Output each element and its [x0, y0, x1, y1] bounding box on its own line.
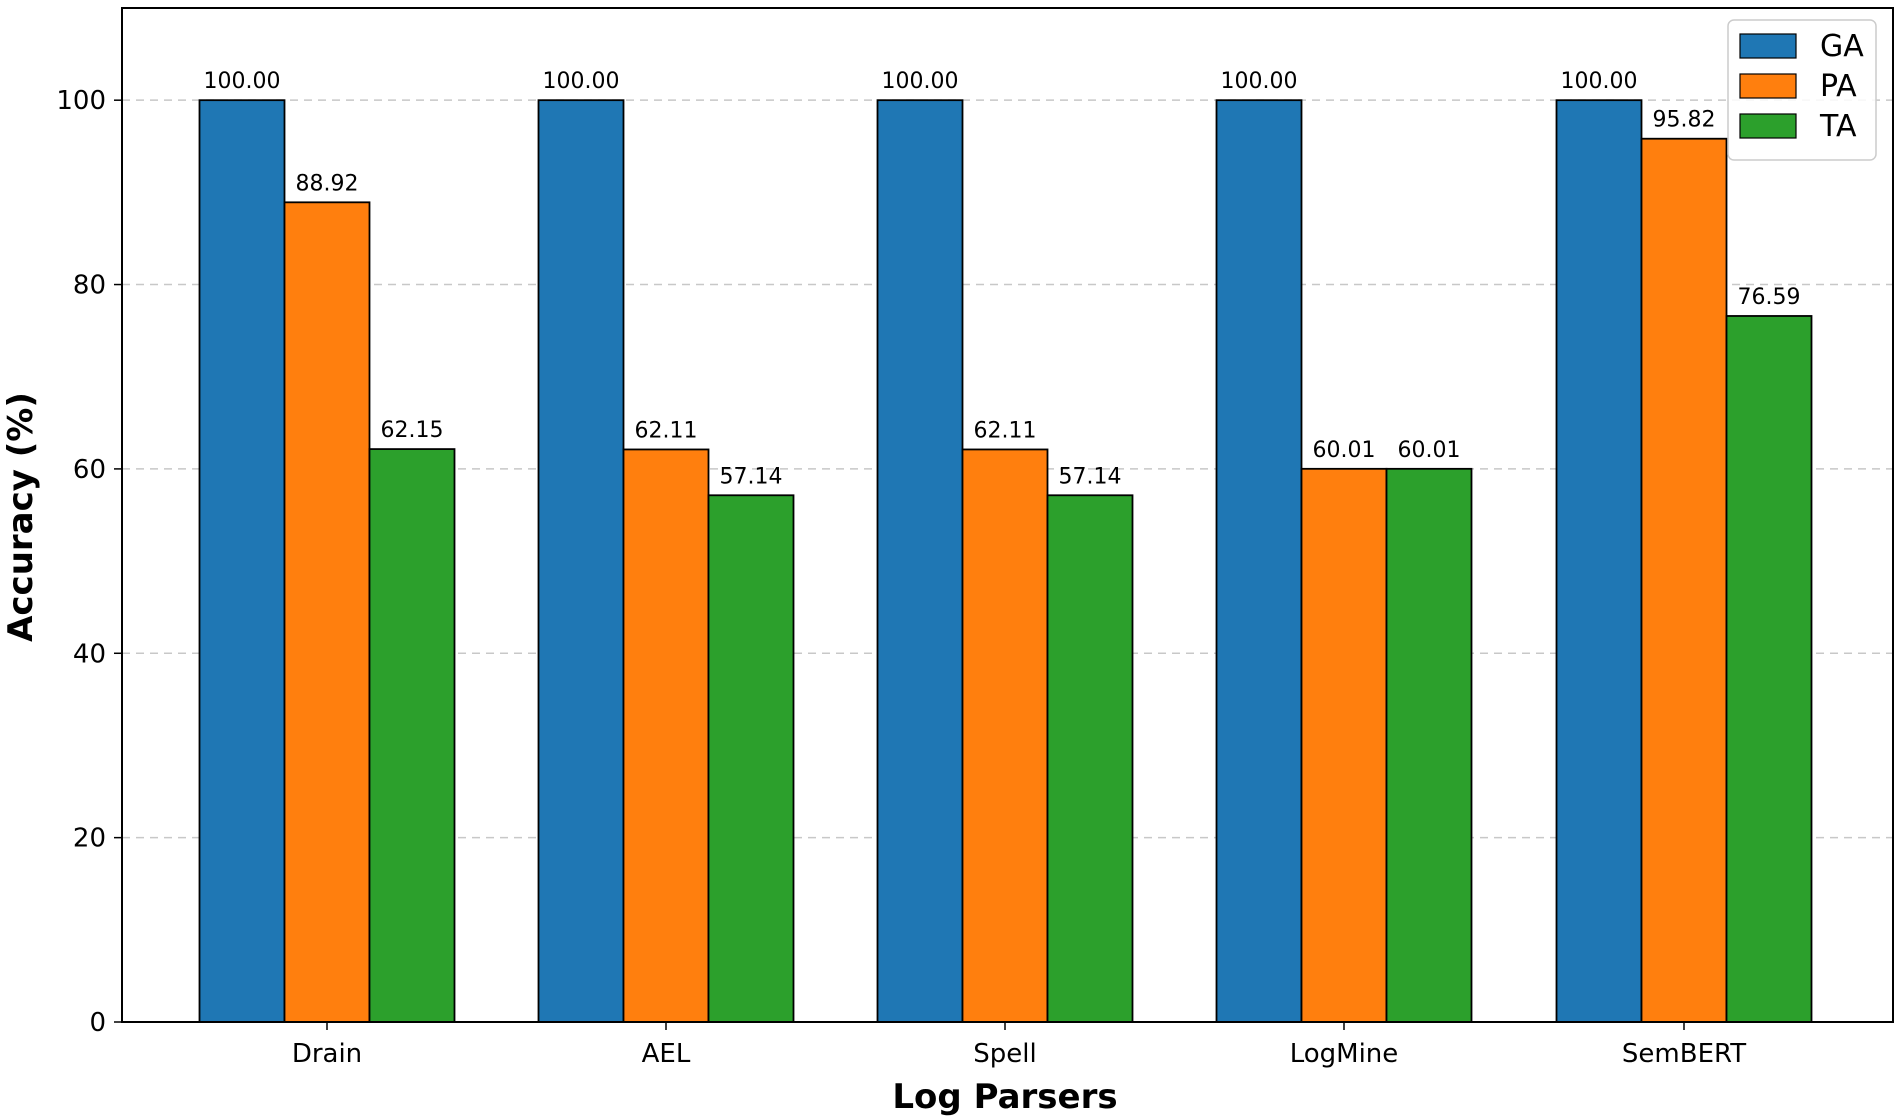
data-label: 76.59: [1738, 285, 1801, 310]
legend-label-ga: GA: [1820, 29, 1864, 64]
bar-ga-drain: [198, 99, 286, 1023]
data-label: 100.00: [1561, 69, 1638, 94]
bar-pa-sembert: [1640, 137, 1728, 1023]
data-label: 88.92: [296, 171, 359, 196]
axes: 0 20 40 60 80 100 Drain AEL Spell LogMine SemBERT: [56, 7, 1894, 1069]
bar-ga-sembert: [1555, 99, 1643, 1023]
x-tick-label: LogMine: [1290, 1039, 1399, 1069]
bar-ga-logmine: [1215, 99, 1303, 1023]
x-tick-label: Spell: [973, 1039, 1036, 1069]
bar-pa-ael: [622, 448, 710, 1023]
legend-label-ta: TA: [1819, 109, 1857, 144]
legend-label-pa: PA: [1820, 69, 1857, 104]
x-tick-label: AEL: [642, 1039, 691, 1069]
legend: GA PA TA: [1727, 19, 1877, 161]
data-label: 100.00: [1221, 69, 1298, 94]
data-label: 100.00: [543, 69, 620, 94]
data-label: 60.01: [1398, 438, 1461, 463]
x-axis-title: Log Parsers: [892, 1077, 1117, 1117]
legend-swatch-ga: [1739, 33, 1797, 59]
legend-swatch-ta: [1739, 113, 1797, 139]
data-label: 95.82: [1653, 108, 1716, 133]
data-label: 62.11: [974, 418, 1037, 443]
data-label: 100.00: [204, 69, 281, 94]
data-label: 57.14: [720, 464, 783, 489]
data-label: 100.00: [882, 69, 959, 94]
bar-pa-drain: [283, 201, 371, 1023]
y-tick-label: 60: [73, 455, 106, 485]
plot-frame: [121, 7, 1894, 1023]
y-tick-label: 20: [73, 824, 106, 854]
bar-ta-drain: [368, 448, 456, 1023]
y-tick-label: 40: [73, 639, 106, 669]
bar-ta-logmine: [1385, 467, 1473, 1023]
data-label: 60.01: [1313, 438, 1376, 463]
x-tick-label: SemBERT: [1622, 1039, 1746, 1069]
bar-ta-ael: [707, 494, 795, 1023]
bar-ta-sembert: [1725, 315, 1813, 1023]
y-tick-label: 0: [89, 1008, 106, 1038]
bars: [198, 99, 1813, 1023]
data-label: 62.15: [381, 418, 444, 443]
bar-ta-spell: [1046, 494, 1134, 1023]
y-axis-title: Accuracy (%): [1, 392, 41, 642]
y-tick-label: 100: [56, 86, 106, 116]
data-label: 62.11: [635, 418, 698, 443]
data-labels: 100.00 100.00 100.00 100.00 100.00 88.92 62.11…: [204, 69, 1801, 489]
bar-pa-spell: [961, 448, 1049, 1023]
bar-ga-spell: [876, 99, 964, 1023]
legend-swatch-pa: [1739, 73, 1797, 99]
x-tick-label: Drain: [292, 1039, 362, 1069]
data-label: 57.14: [1059, 464, 1122, 489]
bar-ga-ael: [537, 99, 625, 1023]
y-tick-label: 80: [73, 271, 106, 301]
bar-pa-logmine: [1300, 467, 1388, 1023]
